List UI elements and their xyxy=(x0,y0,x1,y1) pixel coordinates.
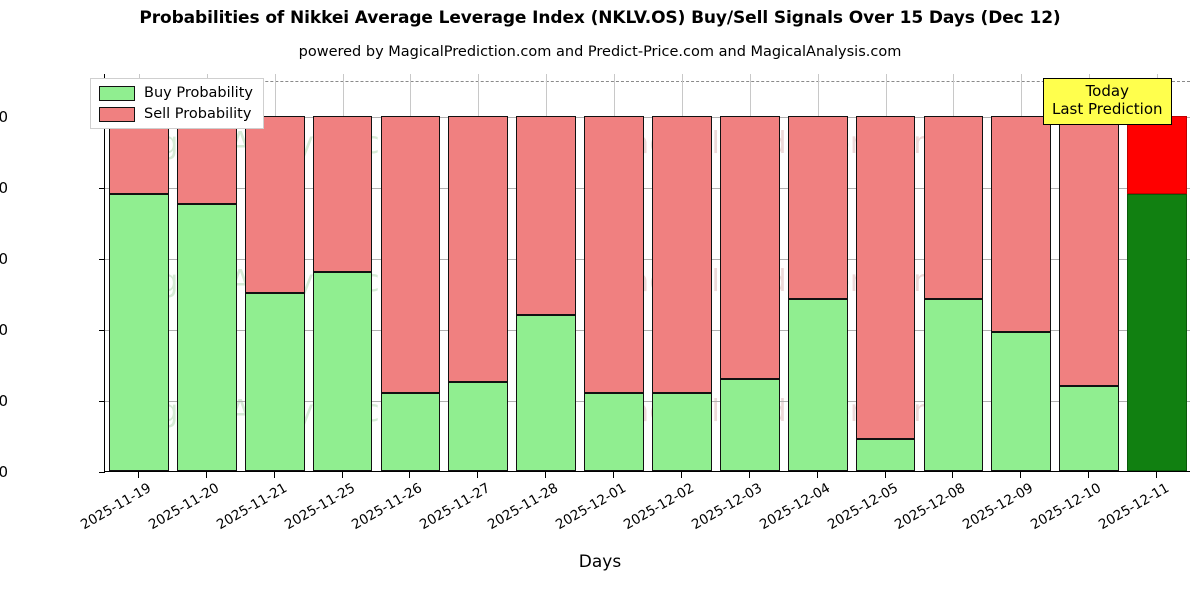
bar-group[interactable] xyxy=(719,73,780,471)
bar-segment-buy[interactable] xyxy=(448,382,509,471)
today-annotation: Today Last Prediction xyxy=(1043,78,1172,125)
bar-group[interactable] xyxy=(855,73,916,471)
bar-group[interactable] xyxy=(787,73,848,471)
y-tick-label: 80 xyxy=(0,178,8,197)
x-tick-mark xyxy=(1088,472,1090,478)
x-tick-mark xyxy=(545,472,547,478)
bar-group[interactable] xyxy=(244,73,305,471)
bar-segment-sell[interactable] xyxy=(719,115,780,379)
x-tick-mark xyxy=(273,472,275,478)
legend-swatch-buy-icon xyxy=(99,85,135,101)
legend-swatch-sell-icon xyxy=(99,106,135,122)
bar-segment-buy[interactable] xyxy=(1127,193,1187,471)
x-tick-mark xyxy=(816,472,818,478)
bar-segment-buy[interactable] xyxy=(109,193,169,471)
y-tick-mark xyxy=(99,187,105,189)
x-tick-mark xyxy=(409,472,411,478)
bar-segment-buy[interactable] xyxy=(787,298,848,471)
x-tick-label: 2025-11-21 xyxy=(213,480,290,534)
bar-segment-buy[interactable] xyxy=(584,392,644,471)
chart-legend: Buy Probability Sell Probability xyxy=(90,78,264,129)
x-tick-label-today: 2025-12-11 xyxy=(1096,480,1173,534)
x-tick-mark xyxy=(137,472,139,478)
x-tick-label: 2025-11-19 xyxy=(77,480,154,534)
legend-label-sell: Sell Probability xyxy=(144,106,252,122)
y-tick-label: 100 xyxy=(0,107,8,126)
bar-segment-sell[interactable] xyxy=(380,115,441,393)
bar-segment-sell[interactable] xyxy=(448,115,509,383)
bar-segment-sell[interactable] xyxy=(584,115,644,393)
bar-segment-sell[interactable] xyxy=(991,115,1052,333)
x-tick-mark xyxy=(205,472,207,478)
bar-segment-sell[interactable] xyxy=(1059,115,1120,386)
bar-group[interactable] xyxy=(584,73,644,471)
today-annotation-line2: Last Prediction xyxy=(1052,100,1163,119)
bar-segment-sell[interactable] xyxy=(244,115,305,294)
x-tick-label: 2025-12-04 xyxy=(756,480,833,534)
x-tick-mark xyxy=(748,472,750,478)
bar-segment-buy[interactable] xyxy=(516,314,577,471)
bar-segment-buy[interactable] xyxy=(176,204,237,471)
bar-segment-buy[interactable] xyxy=(991,332,1052,471)
plot-area: MagicalAnalysis.comMagicalPrediction.com… xyxy=(99,73,1190,473)
legend-item-buy: Buy Probability xyxy=(99,85,253,101)
bar-group[interactable] xyxy=(380,73,441,471)
bar-segment-sell[interactable] xyxy=(176,115,237,205)
x-tick-mark xyxy=(341,472,343,478)
bar-group[interactable] xyxy=(923,73,984,471)
bar-segment-buy[interactable] xyxy=(652,392,712,471)
x-tick-mark xyxy=(680,472,682,478)
bar-segment-buy[interactable] xyxy=(855,439,916,471)
bar-group[interactable] xyxy=(312,73,373,471)
bar-group-today[interactable] xyxy=(1127,73,1187,471)
x-tick-label: 2025-12-02 xyxy=(620,480,697,534)
bar-segment-buy[interactable] xyxy=(923,298,984,471)
y-tick-label: 20 xyxy=(0,391,8,410)
bar-group[interactable] xyxy=(176,73,237,471)
bar-group[interactable] xyxy=(448,73,509,471)
x-tick-mark xyxy=(477,472,479,478)
bar-segment-buy[interactable] xyxy=(719,378,780,471)
x-tick-mark xyxy=(1156,472,1158,478)
bar-group[interactable] xyxy=(516,73,577,471)
y-tick-label: 40 xyxy=(0,320,8,339)
bar-group[interactable] xyxy=(991,73,1052,471)
today-annotation-line1: Today xyxy=(1085,82,1129,100)
y-tick-label: 60 xyxy=(0,249,8,268)
bar-group[interactable] xyxy=(109,73,169,471)
bar-segment-sell[interactable] xyxy=(855,115,916,440)
bar-segment-sell[interactable] xyxy=(312,115,373,272)
bar-segment-sell[interactable] xyxy=(516,115,577,315)
legend-item-sell: Sell Probability xyxy=(99,106,253,122)
y-tick-mark xyxy=(99,400,105,402)
bar-segment-buy[interactable] xyxy=(380,392,441,471)
bar-segment-sell[interactable] xyxy=(787,115,848,299)
bar-group[interactable] xyxy=(1059,73,1120,471)
x-tick-mark xyxy=(613,472,615,478)
bar-segment-sell[interactable] xyxy=(923,115,984,299)
y-tick-mark xyxy=(99,472,105,473)
legend-label-buy: Buy Probability xyxy=(144,85,253,101)
x-tick-mark xyxy=(1020,472,1022,478)
bar-segment-sell[interactable] xyxy=(652,115,712,393)
x-axis-label: Days xyxy=(578,552,622,572)
x-tick-mark xyxy=(884,472,886,478)
bar-segment-buy[interactable] xyxy=(244,293,305,471)
x-tick-label: 2025-11-20 xyxy=(145,480,222,534)
bar-segment-buy[interactable] xyxy=(312,272,373,471)
x-tick-mark xyxy=(952,472,954,478)
y-tick-mark xyxy=(99,258,105,260)
chart-subtitle: powered by MagicalPrediction.com and Pre… xyxy=(298,44,902,60)
bar-segment-sell[interactable] xyxy=(1127,115,1187,194)
bar-group[interactable] xyxy=(652,73,712,471)
chart-title: Probabilities of Nikkei Average Leverage… xyxy=(139,8,1061,28)
x-tick-label: 2025-12-03 xyxy=(688,480,765,534)
bar-segment-buy[interactable] xyxy=(1059,385,1120,471)
y-tick-label: 0 xyxy=(0,463,8,481)
y-tick-mark xyxy=(99,329,105,331)
